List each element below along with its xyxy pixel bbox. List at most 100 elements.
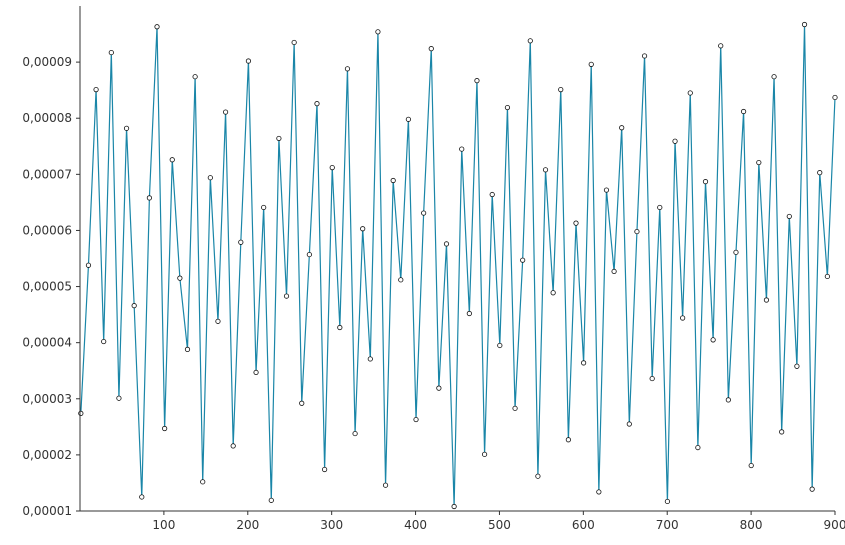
data-point-marker [131, 303, 137, 309]
data-point-marker [253, 369, 259, 376]
x-tick-label: 500 [488, 518, 511, 532]
data-point-marker [733, 249, 739, 255]
series-layer [80, 23, 836, 508]
data-point-marker [725, 397, 731, 403]
data-point-marker [93, 87, 99, 93]
data-point-marker [169, 157, 175, 163]
y-tick-label: 0,00007 [22, 167, 72, 181]
data-point-marker [702, 179, 709, 185]
data-point-marker [123, 125, 130, 131]
data-point-marker [512, 405, 518, 411]
data-point-marker [116, 395, 122, 401]
data-point-marker [421, 210, 427, 216]
data-point-marker [527, 38, 533, 44]
data-point-marker [154, 24, 160, 30]
x-tick-label: 400 [404, 518, 427, 532]
data-point-marker [801, 21, 808, 28]
data-point-marker [344, 66, 351, 72]
data-point-marker [215, 318, 221, 324]
data-point-marker [748, 462, 754, 469]
x-tick-label: 200 [236, 518, 259, 532]
data-point-marker [657, 204, 663, 211]
data-point-marker [428, 46, 434, 52]
data-point-marker [299, 400, 305, 406]
data-point-marker [824, 273, 830, 280]
data-point-marker [222, 109, 229, 115]
data-point-marker [756, 159, 762, 166]
data-point-marker [588, 61, 594, 67]
data-point-marker [390, 177, 396, 184]
data-point-marker [596, 489, 602, 495]
data-point-marker [352, 430, 358, 437]
data-point-marker [710, 337, 716, 343]
y-axis-ticks: 0,00001 0,00002 0,00003 0,00004 0,00005 0,000… [22, 55, 80, 518]
data-point-marker [192, 74, 198, 80]
x-tick-label: 700 [656, 518, 679, 532]
marker-layer [78, 21, 838, 510]
data-point-marker [398, 277, 404, 283]
y-tick-label: 0,00005 [22, 280, 72, 294]
data-point-marker [459, 146, 465, 152]
data-point-marker [261, 204, 267, 211]
data-point-marker [832, 94, 838, 101]
data-point-marker [276, 135, 282, 142]
data-point-marker [78, 410, 84, 416]
data-point-marker [664, 498, 671, 505]
data-point-marker [245, 58, 252, 64]
data-point-marker [619, 125, 625, 131]
y-tick-label: 0,00003 [22, 392, 72, 406]
data-point-marker [360, 226, 366, 232]
data-point-marker [451, 503, 457, 510]
data-point-marker [542, 167, 549, 173]
y-tick-label: 0,00009 [22, 55, 72, 69]
data-point-marker [322, 466, 328, 473]
y-tick-label: 0,00001 [22, 504, 72, 518]
data-point-marker [649, 375, 655, 382]
data-point-marker [413, 416, 419, 423]
data-point-marker [740, 108, 747, 115]
data-point-marker [786, 213, 792, 220]
data-point-marker [809, 486, 815, 492]
data-point-marker [672, 138, 678, 144]
data-point-marker [489, 191, 495, 198]
data-point-marker [680, 315, 686, 321]
data-point-marker [146, 195, 152, 201]
data-point-marker [162, 425, 168, 432]
data-point-marker [611, 268, 617, 275]
data-point-marker [504, 104, 511, 111]
x-tick-label: 900 [824, 518, 845, 532]
x-axis-ticks: 100 200 300 400 500 600 700 800 900 [152, 511, 845, 532]
data-point-marker [520, 257, 526, 263]
data-point-marker [603, 187, 610, 193]
data-point-marker [718, 43, 724, 49]
data-point-marker [268, 497, 274, 503]
x-tick-label: 600 [572, 518, 595, 532]
data-point-marker [481, 451, 488, 457]
data-point-marker [634, 228, 640, 235]
data-point-marker [177, 275, 183, 281]
data-point-marker [238, 239, 244, 245]
data-point-marker [207, 175, 213, 181]
data-point-marker [184, 346, 191, 352]
data-point-marker [375, 29, 381, 35]
data-point-marker [817, 170, 823, 176]
data-point-marker [443, 241, 450, 247]
y-tick-label: 0,00004 [22, 336, 72, 350]
data-point-marker [200, 479, 206, 485]
data-point-marker [550, 290, 556, 296]
data-point-marker [695, 444, 701, 451]
data-point-marker [581, 360, 587, 366]
data-point-marker [687, 90, 693, 96]
data-point-marker [314, 101, 320, 107]
x-tick-label: 300 [320, 518, 343, 532]
data-point-marker [306, 251, 312, 258]
data-point-marker [573, 220, 579, 226]
data-point-marker [466, 310, 472, 317]
data-point-marker [329, 165, 335, 171]
data-point-marker [794, 363, 800, 369]
data-point-marker [771, 74, 777, 80]
x-tick-label: 100 [152, 518, 175, 532]
data-point-marker [779, 429, 785, 435]
